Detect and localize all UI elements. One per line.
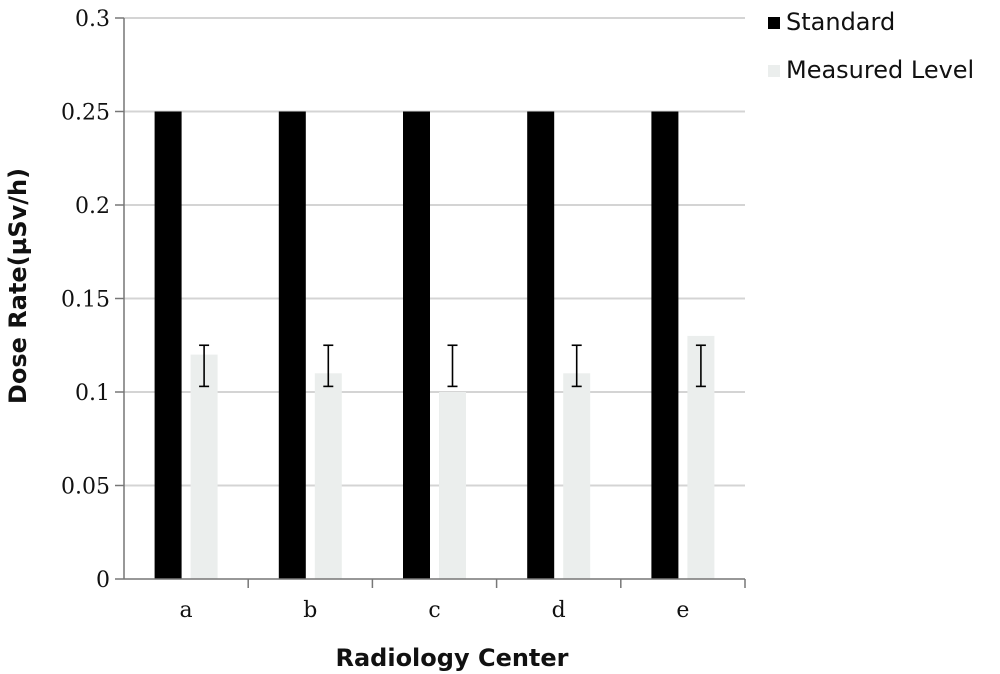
y-tick-label: 0.3 — [75, 7, 110, 32]
error-bar-a — [199, 344, 210, 388]
y-tick-labels: 0 0.05 0.1 0.15 0.2 0.25 0.3 — [61, 7, 110, 593]
legend-swatch — [768, 17, 780, 29]
bar-standard-c — [403, 111, 430, 579]
bar-standard-a — [154, 111, 182, 579]
bar-measured-c — [439, 392, 466, 579]
bar-measured-d — [563, 373, 591, 579]
axes — [115, 17, 746, 588]
y-tick-label: 0.1 — [75, 381, 110, 406]
error-bar-b — [323, 344, 334, 388]
legend-item-standard: Standard — [768, 8, 895, 36]
x-tick-label: b — [303, 598, 317, 623]
bars — [154, 111, 715, 579]
gridlines — [124, 17, 745, 487]
x-tick-label: a — [180, 598, 193, 623]
x-tick-label: d — [552, 598, 566, 623]
legend: Standard Measured Level — [768, 8, 974, 84]
x-tick-labels: a b c d e — [180, 598, 690, 623]
bar-standard-b — [278, 111, 306, 579]
y-tick-label: 0.25 — [61, 101, 110, 126]
x-axis-title: Radiology Center — [335, 644, 568, 672]
error-bar-e — [695, 344, 706, 388]
legend-label: Measured Level — [786, 56, 974, 84]
x-tick-label: c — [428, 598, 440, 623]
y-tick-label: 0.05 — [61, 475, 110, 500]
legend-label: Standard — [786, 8, 895, 36]
x-tick-label: e — [676, 598, 689, 623]
y-tick-label: 0.15 — [61, 288, 110, 313]
error-bar-c — [447, 344, 458, 388]
bar-measured-a — [190, 354, 218, 579]
bar-measured-b — [314, 373, 342, 579]
bar-standard-e — [651, 111, 679, 579]
y-tick-label: 0 — [96, 568, 110, 593]
y-tick-label: 0.2 — [75, 194, 110, 219]
bar-standard-d — [527, 111, 555, 579]
legend-item-measured-level: Measured Level — [768, 56, 974, 84]
y-axis-title: Dose Rate(µSv/h) — [4, 168, 32, 404]
legend-swatch — [768, 65, 780, 77]
error-bars — [199, 344, 706, 388]
error-bar-d — [571, 344, 582, 388]
